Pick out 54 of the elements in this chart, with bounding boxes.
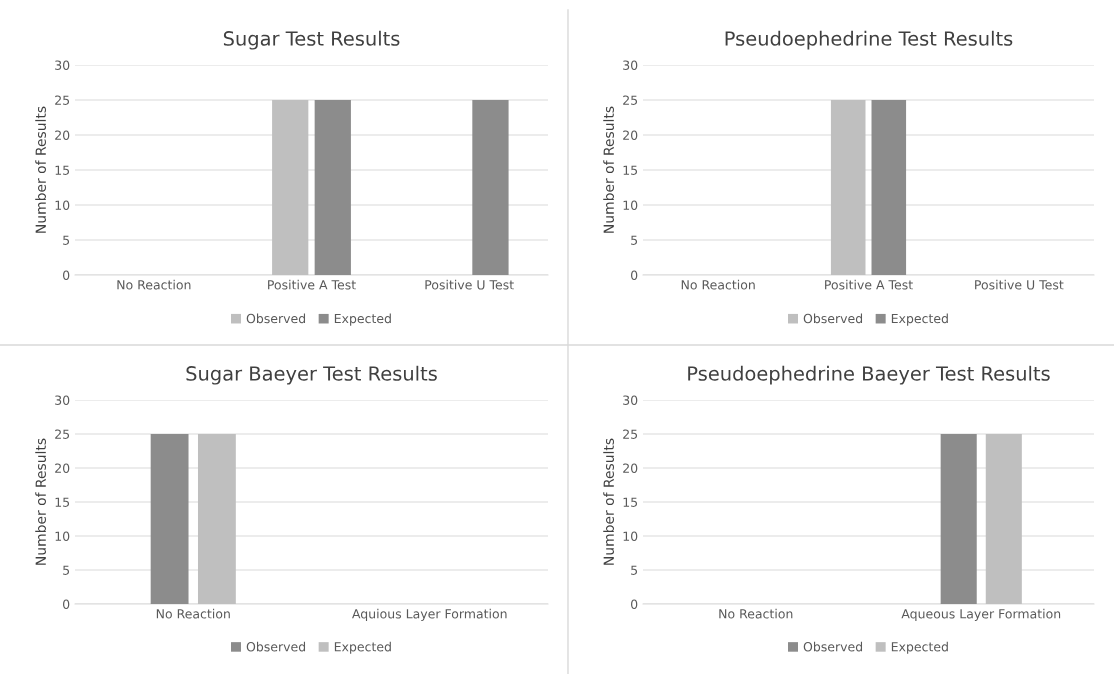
y-tick-label: 0 (631, 270, 638, 280)
legend-label: Observed (803, 313, 863, 324)
y-tick-label: 15 (55, 497, 70, 507)
x-tick-label: Positive U Test (975, 279, 1064, 290)
y-tick-label: 30 (623, 395, 638, 405)
y-tick-label: 20 (55, 463, 70, 473)
y-tick-label: 20 (623, 130, 638, 140)
y-axis-title: Number of Results (35, 106, 46, 233)
y-axis-title: Number of Results (603, 438, 614, 565)
chart-title: Sugar Baeyer Test Results (186, 365, 437, 385)
y-tick-label: 30 (623, 60, 638, 70)
y-tick-label: 25 (55, 95, 70, 105)
y-tick-label: 25 (623, 95, 638, 105)
legend-label: Observed (246, 641, 306, 652)
x-tick-label: No Reaction (156, 608, 230, 619)
y-tick-label: 5 (63, 235, 70, 245)
y-tick-label: 20 (623, 463, 638, 473)
chart-title: Sugar Test Results (223, 30, 400, 50)
y-tick-label: 20 (55, 130, 70, 140)
y-tick-label: 30 (55, 395, 70, 405)
legend-label: Observed (246, 313, 306, 324)
y-tick-label: 15 (623, 165, 638, 175)
x-tick-label: Positive A Test (825, 279, 913, 290)
legend-label: Expected (334, 313, 391, 326)
y-tick-label: 5 (63, 565, 70, 575)
chart-title: Pseudoephedrine Baeyer Test Results (688, 365, 1050, 385)
y-tick-label: 15 (55, 165, 70, 175)
y-tick-label: 25 (623, 429, 638, 439)
y-tick-label: 15 (623, 497, 638, 507)
y-axis-title: Number of Results (35, 438, 46, 565)
y-tick-label: 0 (631, 599, 638, 609)
chart-title: Pseudoephedrine Test Results (725, 30, 1013, 50)
y-tick-label: 5 (631, 565, 638, 575)
legend-label: Observed (803, 641, 863, 652)
y-tick-label: 25 (55, 429, 70, 439)
y-tick-label: 10 (623, 531, 638, 541)
x-tick-label: Aqueous Layer Formation (901, 608, 1061, 621)
x-tick-label: Positive U Test (425, 279, 514, 290)
y-tick-label: 0 (63, 270, 70, 280)
legend-label: Expected (334, 641, 391, 654)
y-tick-label: 5 (631, 235, 638, 245)
x-tick-label: No Reaction (719, 608, 793, 619)
y-tick-label: 30 (55, 60, 70, 70)
y-tick-label: 10 (623, 200, 638, 210)
legend-label: Expected (891, 641, 948, 654)
y-tick-label: 10 (55, 200, 70, 210)
x-tick-label: Positive A Test (268, 279, 356, 290)
y-axis-title: Number of Results (603, 106, 614, 233)
x-tick-label: No Reaction (117, 279, 191, 290)
y-tick-label: 0 (63, 599, 70, 609)
x-tick-label: No Reaction (681, 279, 755, 290)
x-tick-label: Aquious Layer Formation (352, 608, 507, 621)
y-tick-label: 10 (55, 531, 70, 541)
legend-label: Expected (891, 313, 948, 326)
